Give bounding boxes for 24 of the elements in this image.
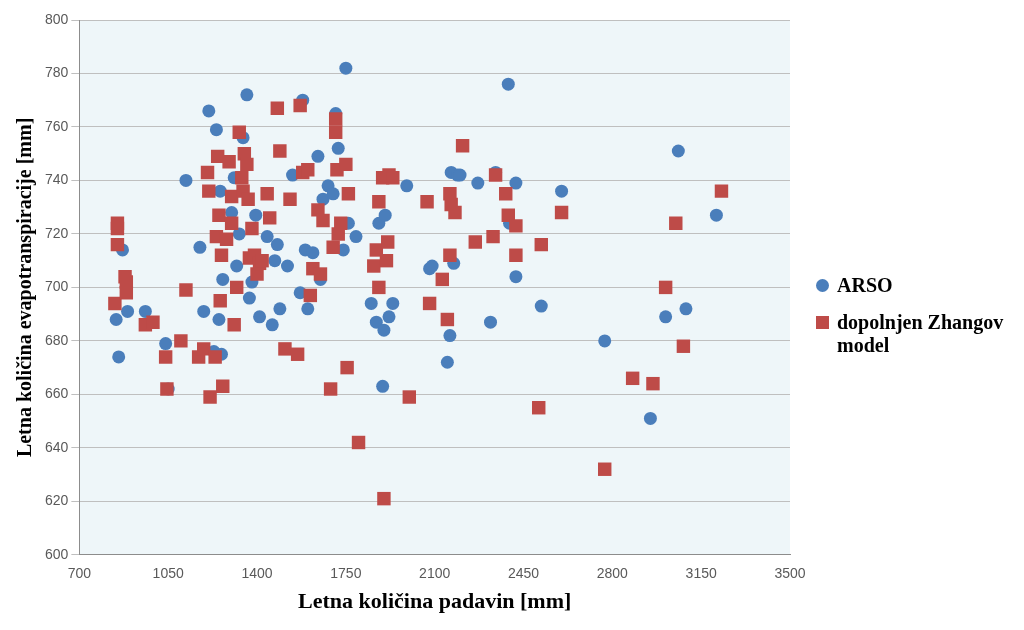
- y-tick-label: 620: [45, 492, 69, 509]
- x-tick-label: 1400: [241, 565, 273, 582]
- y-tick-label: 780: [45, 64, 69, 81]
- x-tick-label: 2100: [419, 565, 451, 582]
- legend-label: ARSO: [837, 273, 893, 297]
- y-tick-label: 740: [45, 171, 69, 188]
- x-axis-title: Letna količina padavin [mm]: [298, 588, 572, 614]
- x-tick-label: 2800: [596, 565, 629, 582]
- y-axis-title: Letna količina evapotranspiracije [mm]: [13, 117, 37, 458]
- x-tick-label: 1750: [330, 565, 362, 582]
- y-tick-label: 640: [45, 438, 69, 455]
- y-tick-label: 600: [45, 545, 69, 562]
- y-tick-label: 680: [45, 331, 69, 348]
- x-tick-label: 700: [67, 565, 92, 582]
- x-tick-label: 3150: [685, 565, 717, 582]
- y-tick-label: 720: [45, 224, 69, 241]
- y-tick-label: 660: [45, 385, 69, 402]
- y-tick-label: 700: [45, 278, 69, 295]
- legend-label: dopolnjen Zhangov model: [837, 310, 1005, 357]
- x-tick-label: 1050: [152, 565, 184, 582]
- x-tick-label: 2450: [507, 565, 540, 582]
- x-tick-label: 3500: [774, 565, 806, 582]
- y-tick-label: 800: [45, 10, 69, 27]
- y-tick-label: 760: [45, 117, 69, 134]
